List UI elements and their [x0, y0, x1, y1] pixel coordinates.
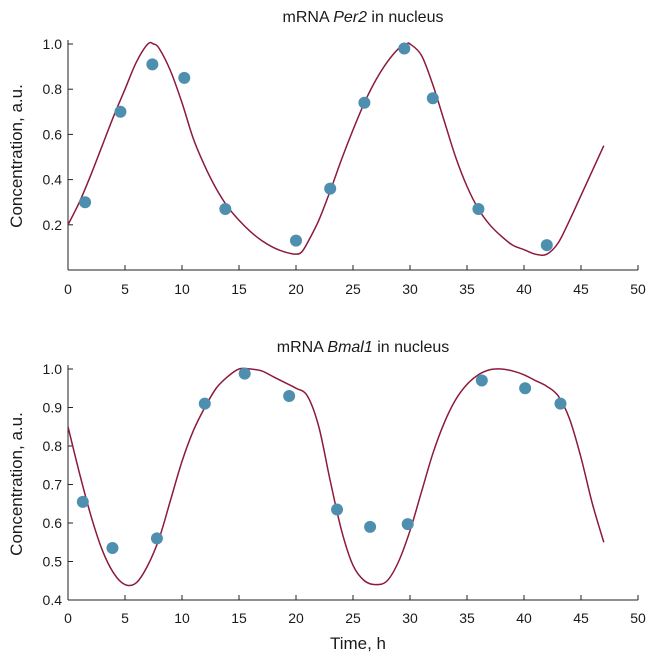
chart-title: mRNA Bmal1 in nucleus: [277, 339, 450, 356]
data-point: [290, 234, 302, 247]
chart-title-prefix: mRNA: [277, 339, 328, 356]
x-tick-label: 45: [573, 610, 589, 626]
data-point: [178, 71, 191, 84]
data-point: [401, 518, 414, 531]
x-tick-label: 45: [573, 281, 589, 297]
x-tick-label: 30: [402, 610, 418, 626]
x-tick-label: 15: [231, 610, 247, 626]
data-point: [554, 397, 567, 410]
data-point: [475, 374, 488, 387]
x-tick-label: 35: [459, 281, 475, 297]
x-tick-label: 40: [516, 281, 532, 297]
x-tick-label: 5: [121, 610, 129, 626]
data-point: [106, 542, 119, 555]
x-tick-label: 10: [174, 281, 190, 297]
chart-title-gene: Bmal1: [327, 339, 372, 356]
chart-bmal1: 0 5 10 15 20 25 30 35 40 45 50 0.4 0.5 0.6 0.7 0.8 0.9 1.…: [7, 339, 646, 653]
chart-title-suffix: in nucleus: [367, 9, 444, 26]
data-point: [426, 92, 439, 105]
x-tick-label: 15: [231, 281, 247, 297]
y-tick-label: 0.9: [43, 400, 63, 416]
x-tick-label: 0: [64, 281, 72, 297]
model-curve: [67, 41, 605, 256]
data-point: [519, 382, 532, 395]
data-point: [79, 196, 92, 209]
x-tick-label: 40: [516, 610, 532, 626]
y-tick-label: 1.0: [43, 361, 63, 377]
chart-title-prefix: mRNA: [283, 9, 334, 26]
data-point: [76, 495, 89, 508]
y-tick-label: 0.6: [43, 126, 63, 142]
chart-title-gene: Per2: [333, 9, 367, 26]
x-tick-label: 50: [630, 281, 646, 297]
x-tick-label: 25: [345, 610, 361, 626]
y-tick-label: 0.8: [43, 81, 63, 97]
x-tick-label: 0: [64, 610, 72, 626]
chart-title-suffix: in nucleus: [373, 339, 450, 356]
y-tick-label: 0.4: [43, 172, 63, 188]
y-tick-label: 0.6: [43, 515, 63, 531]
y-tick-label: 0.4: [43, 592, 63, 608]
y-tick-label: 0.7: [43, 477, 63, 493]
data-point: [324, 182, 337, 195]
data-point: [114, 105, 127, 118]
x-tick-label: 10: [174, 610, 190, 626]
data-point: [540, 239, 553, 252]
data-point: [358, 96, 371, 109]
x-tick-label: 35: [459, 610, 475, 626]
data-point: [146, 58, 159, 71]
chart-per2: 0 5 10 15 20 25 30 35 40 45 50 0.2 0.4 0.6 0.8 1.0 mRNA …: [7, 9, 646, 297]
data-point: [238, 367, 251, 380]
data-point: [198, 397, 211, 410]
data-point: [331, 503, 344, 516]
x-tick-label: 20: [288, 281, 304, 297]
data-point: [150, 532, 163, 545]
y-tick-label: 0.5: [43, 554, 63, 570]
x-tick-label: 25: [345, 281, 361, 297]
model-curve: [67, 367, 605, 587]
y-tick-label: 0.8: [43, 438, 63, 454]
x-tick-label: 5: [121, 281, 129, 297]
y-tick-label: 1.0: [43, 36, 63, 52]
data-point: [219, 202, 232, 215]
y-axis-label: Concentration, a.u.: [7, 84, 26, 228]
data-point: [472, 202, 485, 215]
data-point: [283, 389, 296, 402]
x-tick-label: 20: [288, 610, 304, 626]
data-point: [398, 42, 411, 55]
data-point: [364, 520, 377, 533]
chart-title: mRNA Per2 in nucleus: [283, 9, 444, 26]
y-axis-label: Concentration, a.u.: [7, 412, 26, 556]
y-tick-label: 0.2: [43, 217, 63, 233]
x-axis-label: Time, h: [330, 634, 386, 653]
x-tick-label: 30: [402, 281, 418, 297]
x-tick-label: 50: [630, 610, 646, 626]
